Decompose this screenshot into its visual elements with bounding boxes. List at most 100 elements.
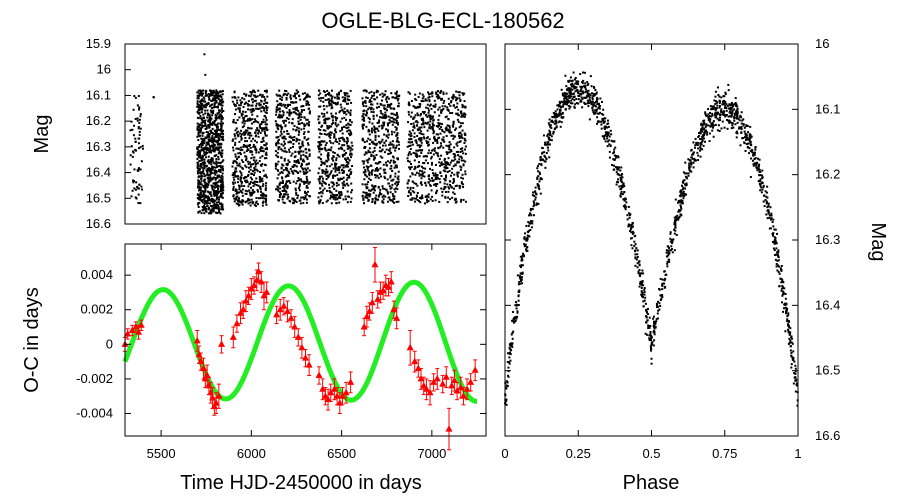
light-curve-point	[320, 133, 323, 136]
light-curve-point	[201, 171, 204, 174]
light-curve-point	[463, 112, 466, 115]
light-curve-point	[199, 129, 202, 132]
phased-point	[710, 115, 713, 118]
light-curve-point	[129, 129, 132, 132]
light-curve-point	[318, 180, 321, 183]
phased-point	[793, 360, 796, 363]
light-curve-point	[372, 151, 375, 154]
light-curve-point	[413, 135, 416, 138]
light-curve-point	[460, 133, 463, 136]
phased-point	[529, 213, 532, 216]
light-curve-point	[197, 205, 200, 208]
light-curve-point	[407, 152, 410, 155]
light-curve-point	[327, 154, 330, 157]
light-curve-point	[387, 149, 390, 152]
phased-point	[634, 256, 637, 259]
phased-point	[612, 140, 615, 143]
light-curve-point	[441, 97, 444, 100]
light-curve-point	[320, 175, 323, 178]
light-curve-point	[362, 162, 365, 165]
light-curve-point	[337, 96, 340, 99]
light-curve-point	[283, 201, 286, 204]
light-curve-point	[433, 105, 436, 108]
light-curve-point	[415, 149, 418, 152]
light-curve-point	[365, 165, 368, 168]
light-curve-point	[436, 176, 439, 179]
light-curve-point	[212, 146, 215, 149]
light-curve-point	[306, 179, 309, 182]
light-curve-point	[255, 129, 258, 132]
phased-point	[770, 212, 773, 215]
light-curve-point	[208, 167, 211, 170]
light-curve-point	[234, 129, 237, 132]
light-curve-point	[345, 151, 348, 154]
light-curve-point	[204, 112, 207, 115]
light-curve-point	[300, 162, 303, 165]
phased-point	[756, 169, 759, 172]
light-curve-point	[207, 208, 210, 211]
light-curve-point	[417, 149, 420, 152]
light-curve-point	[460, 159, 463, 162]
light-curve-point	[211, 123, 214, 126]
phased-point	[703, 140, 706, 143]
light-curve-point	[209, 191, 212, 194]
light-curve-point	[131, 155, 134, 158]
light-curve-point	[205, 207, 208, 210]
light-curve-point	[211, 140, 214, 143]
o-c-point	[422, 385, 430, 392]
light-curve-point	[130, 195, 133, 198]
light-curve-point	[334, 196, 337, 199]
light-curve-point	[216, 139, 219, 142]
light-curve-point	[449, 101, 452, 104]
light-curve-point	[221, 182, 224, 185]
phased-point	[508, 352, 511, 355]
light-curve-point	[369, 178, 372, 181]
phased-point	[692, 141, 695, 144]
light-curve-point	[284, 104, 287, 107]
light-curve-point	[203, 124, 206, 127]
light-curve-point	[458, 114, 461, 117]
light-curve-point	[279, 97, 282, 100]
phased-point	[641, 293, 644, 296]
light-curve-point	[275, 188, 278, 191]
light-curve-point	[241, 203, 244, 206]
light-curve-point	[222, 189, 225, 192]
o-c-point	[360, 323, 368, 330]
light-curve-point	[238, 109, 241, 112]
light-curve-point	[219, 103, 222, 106]
light-curve-point	[255, 159, 258, 162]
light-curve-point	[427, 91, 430, 94]
light-curve-point	[219, 164, 222, 167]
phased-point	[737, 117, 740, 120]
light-curve-point	[304, 191, 307, 194]
light-curve-point	[361, 118, 364, 121]
light-curve-point	[213, 144, 216, 147]
phased-point	[529, 228, 532, 231]
light-curve-point	[343, 138, 346, 141]
light-curve-point	[243, 98, 246, 101]
light-curve-point	[326, 93, 329, 96]
light-curve-point	[418, 146, 421, 149]
light-curve-point	[441, 190, 444, 193]
phased-point	[679, 204, 682, 207]
light-curve-point	[220, 125, 223, 128]
light-curve-point	[204, 181, 207, 184]
light-curve-point	[141, 147, 144, 150]
light-curve-point	[445, 151, 448, 154]
light-curve-point	[252, 190, 255, 193]
light-curve-point	[210, 171, 213, 174]
light-curve-point	[292, 101, 295, 104]
light-curve-point	[197, 175, 200, 178]
light-curve-point	[371, 127, 374, 130]
light-curve-point	[460, 166, 463, 169]
light-curve-point	[366, 194, 369, 197]
phased-point	[698, 134, 701, 137]
light-curve-point	[295, 140, 298, 143]
light-curve-point	[245, 149, 248, 152]
light-curve-point	[307, 101, 310, 104]
light-curve-point	[351, 189, 354, 192]
light-curve-point	[235, 161, 238, 164]
o-c-point	[212, 399, 220, 406]
light-curve-point	[461, 136, 464, 139]
light-curve-point	[203, 162, 206, 165]
